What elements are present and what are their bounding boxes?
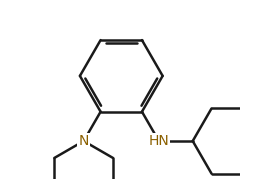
Text: N: N xyxy=(78,134,89,148)
Text: HN: HN xyxy=(148,134,169,148)
